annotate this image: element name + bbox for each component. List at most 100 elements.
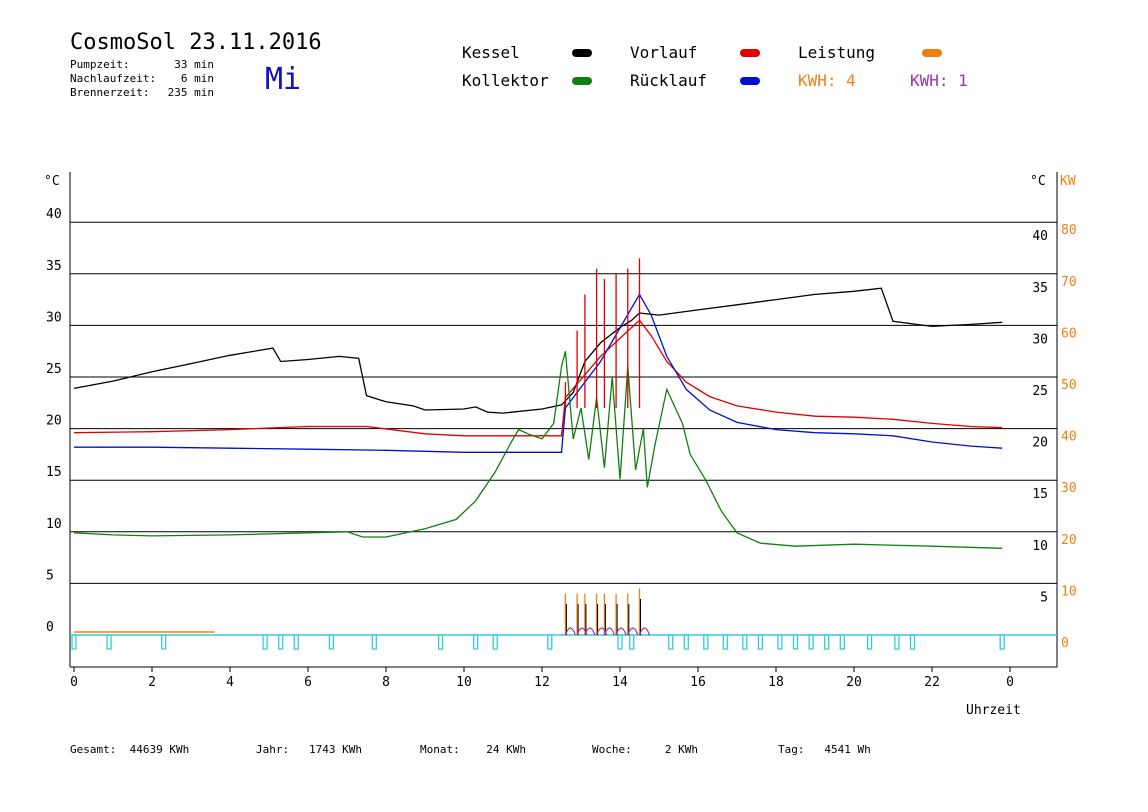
legend-vorlauf-label: Vorlauf <box>630 43 698 62</box>
y-tick-label-kw: 20 <box>1061 533 1077 548</box>
x-tick-label: 18 <box>768 675 784 690</box>
y-tick-label-left: 40 <box>46 207 62 222</box>
y-tick-label-right: 15 <box>1032 487 1048 502</box>
chart-title: CosmoSol 23.11.2016 <box>70 30 322 55</box>
y-tick-label-left: 20 <box>46 414 62 429</box>
pump-event-marker <box>437 634 444 650</box>
y-tick-label-left: 25 <box>46 362 62 377</box>
power-hump <box>638 627 651 636</box>
y-tick-label-left: 35 <box>46 259 62 274</box>
pump-event-marker <box>278 634 284 650</box>
power-hump <box>584 627 596 636</box>
pump-event-marker <box>629 634 635 650</box>
pump-event-marker <box>909 634 916 650</box>
x-tick-label: 16 <box>690 675 706 690</box>
y-tick-label-right: 10 <box>1032 539 1048 554</box>
series-line-kessel <box>73 287 1003 414</box>
footer-gesamt: Gesamt: 44639 KWh <box>70 743 190 756</box>
pump-event-marker <box>722 634 728 650</box>
legend-ruecklauf-swatch <box>740 77 760 85</box>
x-tick-label: 22 <box>924 675 940 690</box>
y-tick-label-kw: 40 <box>1061 430 1077 445</box>
footer-jahr: Jahr: 1743 KWh <box>256 743 362 756</box>
legend-leistung-swatch <box>922 49 942 57</box>
power-hump <box>627 627 639 636</box>
x-tick-label: 10 <box>456 675 472 690</box>
footer-tag: Tag: 4541 Wh <box>778 743 871 756</box>
legend-kwh-purple: KWH: 1 <box>910 71 968 90</box>
y-tick-label-left: 5 <box>46 568 54 583</box>
power-hump <box>564 627 576 636</box>
y-tick-label-right: 30 <box>1032 332 1048 347</box>
y-tick-label-kw: 10 <box>1061 584 1077 599</box>
footer-monat: Monat: 24 KWh <box>420 743 526 756</box>
y-tick-label-kw: 50 <box>1061 378 1077 393</box>
series-line-vorlauf <box>73 319 1003 437</box>
x-tick-label: 14 <box>612 675 628 690</box>
y-tick-label-right: 40 <box>1032 229 1048 244</box>
x-tick-label: 0 <box>1006 675 1014 690</box>
legend-kwh-orange: KWH: 4 <box>798 71 856 90</box>
legend-kessel-swatch <box>572 49 592 57</box>
y-tick-label-right: 5 <box>1040 590 1048 605</box>
y-tick-label-kw: 80 <box>1061 223 1077 238</box>
pump-event-marker <box>839 634 845 650</box>
pump-event-marker <box>371 634 377 650</box>
info-brennerzeit: Brennerzeit: 235 min <box>70 86 214 99</box>
y-tick-label-left: 30 <box>46 310 62 325</box>
info-nachlaufzeit: Nachlaufzeit: 6 min <box>70 72 214 85</box>
pump-event-marker <box>757 634 764 650</box>
pump-event-marker <box>262 634 268 650</box>
x-tick-label: 12 <box>534 675 550 690</box>
legend-ruecklauf-label: Rücklauf <box>630 71 708 90</box>
legend-leistung-label: Leistung <box>798 43 876 62</box>
y-unit-left: °C <box>44 174 60 189</box>
pump-event-marker <box>792 634 799 650</box>
y-tick-label-right: 20 <box>1032 436 1048 451</box>
x-tick-label: 0 <box>70 675 78 690</box>
pump-event-marker <box>293 634 299 650</box>
legend-kollektor-swatch <box>572 77 592 85</box>
y-tick-label-left: 15 <box>46 465 62 480</box>
y-unit-right: °C <box>1030 174 1046 189</box>
pump-event-marker <box>866 634 873 650</box>
weekday-label: Mi <box>265 62 302 97</box>
x-tick-label: 4 <box>226 675 234 690</box>
x-tick-label: 8 <box>382 675 390 690</box>
info-pumpzeit: Pumpzeit: 33 min <box>70 58 214 71</box>
pump-event-marker <box>808 634 814 650</box>
pump-event-marker <box>999 634 1005 650</box>
power-hump <box>603 627 615 636</box>
pump-event-marker <box>668 634 674 650</box>
pump-event-marker <box>683 634 689 650</box>
pump-event-marker <box>71 634 77 650</box>
pump-event-marker <box>492 634 498 650</box>
pump-event-marker <box>161 634 167 650</box>
y-unit-kw: KW <box>1060 174 1076 189</box>
x-axis-label: Uhrzeit <box>966 703 1021 718</box>
legend-vorlauf-swatch <box>740 49 760 57</box>
series-line-kollektor <box>73 351 1003 549</box>
y-tick-label-left: 0 <box>46 620 54 635</box>
y-tick-label-kw: 60 <box>1061 326 1077 341</box>
power-hump <box>615 627 627 636</box>
pump-event-marker <box>106 634 112 650</box>
pump-event-marker <box>894 634 900 650</box>
y-tick-label-kw: 0 <box>1061 636 1069 651</box>
y-tick-label-right: 35 <box>1032 281 1048 296</box>
pump-event-marker <box>703 634 709 650</box>
pump-event-marker <box>328 634 335 650</box>
x-tick-label: 6 <box>304 675 312 690</box>
y-tick-label-kw: 70 <box>1061 275 1077 290</box>
pump-event-marker <box>742 634 748 650</box>
pump-event-marker <box>617 634 623 650</box>
x-tick-label: 2 <box>148 675 156 690</box>
legend-kessel-label: Kessel <box>462 43 520 62</box>
pump-event-marker <box>473 634 479 650</box>
pump-event-marker <box>547 634 553 650</box>
y-tick-label-kw: 30 <box>1061 481 1077 496</box>
footer-woche: Woche: 2 KWh <box>592 743 698 756</box>
pump-event-marker <box>777 634 783 650</box>
y-tick-label-right: 25 <box>1032 384 1048 399</box>
